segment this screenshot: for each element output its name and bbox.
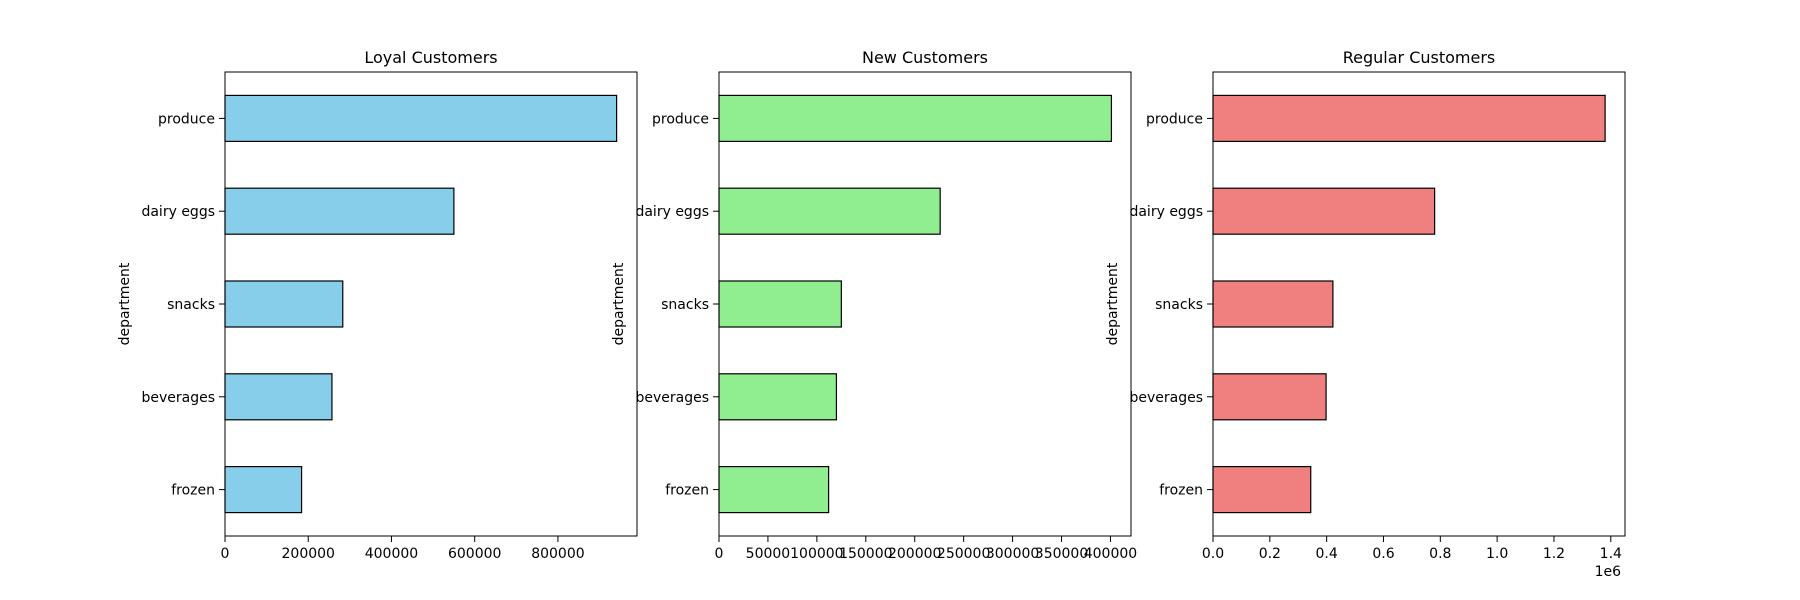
x-tick-label: 400000 — [365, 546, 418, 562]
plot-frame — [1212, 71, 1626, 537]
x-tick-label: 150000 — [839, 546, 892, 562]
y-tick-label: snacks — [661, 297, 709, 313]
x-tick-label: 300000 — [986, 546, 1039, 562]
bar-beverages — [718, 373, 838, 421]
bar-snacks — [1212, 280, 1334, 328]
x-tick-label: 1.4 — [1600, 546, 1622, 562]
bar-beverages — [224, 373, 333, 421]
y-tick-label: beverages — [141, 390, 215, 406]
x-tick-label: 100000 — [790, 546, 843, 562]
x-tick-label: 0.4 — [1316, 546, 1338, 562]
bar-produce — [224, 94, 618, 143]
chart-title: Loyal Customers — [364, 48, 497, 67]
y-tick-label: snacks — [1155, 297, 1203, 313]
chart-panel-0: Loyal Customers produce dairy eggs snacks be… — [117, 48, 638, 562]
y-tick-label: produce — [158, 111, 215, 127]
x-tick-label: 1.2 — [1543, 546, 1565, 562]
y-tick-label: dairy eggs — [1129, 204, 1203, 220]
x-tick-label: 250000 — [937, 546, 990, 562]
x-tick-label: 0 — [715, 546, 724, 562]
bar-dairy-eggs — [718, 187, 941, 235]
y-tick-label: snacks — [167, 297, 215, 313]
chart-panel-2: Regular Customers produce dairy eggs snacks… — [1105, 48, 1626, 580]
bar-snacks — [718, 280, 842, 328]
y-tick-label: produce — [1146, 111, 1203, 127]
x-tick-label: 400000 — [1084, 546, 1137, 562]
x-tick-label: 0.6 — [1372, 546, 1394, 562]
x-tick-label: 0.2 — [1259, 546, 1281, 562]
bar-dairy-eggs — [1212, 187, 1436, 235]
x-tick-label: 200000 — [282, 546, 335, 562]
x-tick-label: 0.8 — [1429, 546, 1451, 562]
bar-dairy-eggs — [224, 187, 455, 235]
x-tick-label: 600000 — [448, 546, 501, 562]
x-offset-label: 1e6 — [1595, 564, 1622, 580]
y-tick-label: produce — [652, 111, 709, 127]
bar-beverages — [1212, 373, 1327, 421]
x-tick-label: 800000 — [531, 546, 584, 562]
chart-title: New Customers — [862, 48, 988, 67]
y-tick-label: beverages — [1129, 390, 1203, 406]
x-tick-label: 200000 — [888, 546, 941, 562]
bar-snacks — [224, 280, 344, 328]
y-axis-label: department — [117, 262, 133, 345]
y-tick-label: frozen — [171, 483, 215, 499]
plot-frame — [224, 71, 638, 537]
bar-produce — [718, 94, 1113, 143]
bar-frozen — [718, 466, 830, 514]
x-tick-label: 350000 — [1035, 546, 1088, 562]
bar-produce — [1212, 94, 1606, 143]
y-tick-label: frozen — [665, 483, 709, 499]
x-tick-label: 0.0 — [1202, 546, 1224, 562]
y-tick-label: dairy eggs — [141, 204, 215, 220]
y-axis-label: department — [611, 262, 627, 345]
bar-frozen — [224, 466, 303, 514]
y-axis-label: department — [1105, 262, 1121, 345]
bar-frozen — [1212, 466, 1312, 514]
plot-frame — [718, 71, 1132, 537]
chart-title: Regular Customers — [1343, 48, 1496, 67]
x-tick-label: 1.0 — [1486, 546, 1508, 562]
y-tick-label: dairy eggs — [635, 204, 709, 220]
x-tick-label: 50000 — [746, 546, 791, 562]
x-tick-label: 0 — [221, 546, 230, 562]
y-tick-label: beverages — [635, 390, 709, 406]
y-tick-label: frozen — [1159, 483, 1203, 499]
chart-panel-1: New Customers produce dairy eggs snacks beve… — [611, 48, 1137, 562]
